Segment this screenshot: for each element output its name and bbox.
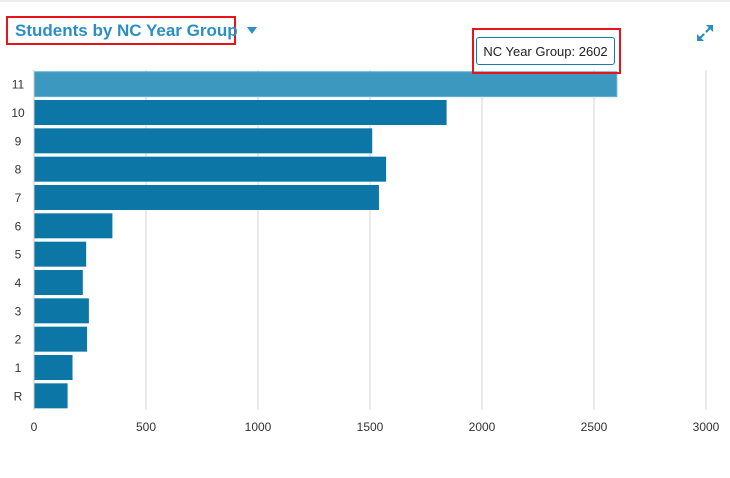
bar-year-4[interactable]	[34, 270, 83, 295]
bar-year-3[interactable]	[34, 298, 89, 324]
y-tick-label: 6	[15, 219, 22, 233]
y-tick-label: 11	[12, 78, 25, 92]
y-tick-label: 7	[15, 191, 22, 205]
bar-year-R[interactable]	[34, 383, 68, 409]
bar-year-2[interactable]	[34, 326, 88, 352]
y-tick-label: 10	[11, 106, 25, 120]
y-tick-label: 5	[15, 248, 22, 262]
x-tick-label: 2000	[469, 420, 496, 434]
bar-year-6[interactable]	[34, 213, 113, 239]
x-tick-label: 1500	[357, 420, 384, 434]
x-tick-label: 1000	[245, 420, 272, 434]
bar-year-5[interactable]	[34, 241, 87, 267]
top-divider	[0, 0, 730, 2]
bar-year-7[interactable]	[34, 185, 379, 210]
y-tick-label: 2	[15, 333, 22, 347]
x-tick-label: 500	[136, 420, 156, 434]
bar-year-1[interactable]	[34, 355, 73, 380]
expand-arrows-icon[interactable]	[696, 24, 714, 42]
chart-title-dropdown[interactable]: Students by NC Year Group	[6, 16, 257, 45]
bar-year-10[interactable]	[34, 100, 447, 125]
y-tick-label: R	[14, 389, 23, 403]
y-tick-label: 3	[15, 304, 22, 318]
y-tick-label: 8	[15, 163, 22, 177]
bar-tooltip: NC Year Group: 2602	[476, 37, 615, 65]
caret-down-icon	[246, 27, 257, 34]
x-tick-label: 2500	[581, 420, 608, 434]
bar-year-9[interactable]	[34, 128, 373, 154]
y-tick-label: 1	[15, 361, 22, 375]
bar-year-8[interactable]	[34, 156, 387, 182]
x-tick-label: 3000	[693, 420, 720, 434]
x-tick-label: 0	[31, 420, 38, 434]
y-tick-label: 9	[15, 134, 22, 148]
chart-title: Students by NC Year Group	[15, 20, 238, 40]
bar-year-11[interactable]	[33, 71, 618, 98]
tooltip-highlight-frame	[472, 28, 621, 74]
y-tick-label: 4	[15, 276, 22, 290]
